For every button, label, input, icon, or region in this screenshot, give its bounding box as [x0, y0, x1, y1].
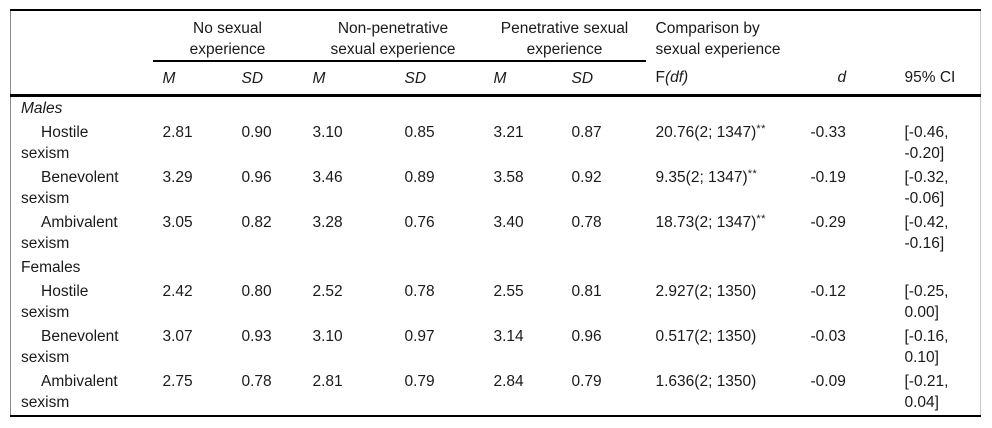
header-sd-3: SD [561, 61, 646, 97]
cell-f-statistic: 20.76(2; 1347)** [655, 123, 766, 142]
group-header-row: No sexual experience Non-penetrative sex… [11, 10, 981, 62]
cell-sd: 0.90 [241, 124, 272, 141]
section-label: Females [21, 259, 81, 276]
f-label: F [655, 69, 665, 86]
cell-sd: 0.78 [241, 373, 272, 390]
header-confidence-interval: 95% CI [894, 61, 981, 97]
group-header-no-sexual-experience: No sexual experience [152, 10, 303, 62]
cell-sd: 0.80 [241, 283, 272, 300]
cell-sd: 0.93 [241, 328, 272, 345]
header-sd-1: SD [231, 61, 303, 97]
group-label: Penetrative sexual experience [500, 20, 629, 58]
row-label: Benevolent sexism [21, 328, 119, 366]
significance-asterisks: ** [747, 168, 758, 180]
row-label: Benevolent sexism [21, 169, 119, 207]
cell-confidence-interval: [-0.21, 0.04] [904, 373, 949, 411]
section-label: Males [21, 100, 63, 117]
cell-mean: 3.46 [312, 169, 343, 186]
cell-confidence-interval: [-0.42, -0.16] [904, 214, 949, 252]
cell-mean: 2.75 [162, 373, 193, 390]
section-row-females: Females [11, 256, 981, 280]
cell-confidence-interval: [-0.32, -0.06] [904, 169, 949, 207]
significance-asterisks: ** [756, 213, 766, 225]
cell-sd: 0.87 [571, 124, 602, 141]
cell-mean: 3.14 [493, 328, 524, 345]
cell-mean: 3.10 [312, 124, 343, 141]
row-males-hostile-sexism: Hostile sexism 2.81 0.90 3.10 0.85 3.21 0… [11, 121, 981, 166]
row-males-benevolent-sexism: Benevolent sexism 3.29 0.96 3.46 0.89 3.5… [11, 166, 981, 211]
cell-mean: 3.58 [493, 169, 524, 186]
row-label: Hostile sexism [21, 283, 89, 321]
page: No sexual experience Non-penetrative sex… [10, 9, 981, 417]
empty-header-cell [10, 61, 153, 97]
cell-cohens-d: -0.33 [810, 124, 846, 141]
header-sd-2: SD [394, 61, 484, 97]
cell-sd: 0.76 [404, 214, 435, 231]
group-header-penetrative: Penetrative sexual experience [483, 10, 646, 62]
cell-mean: 3.40 [493, 214, 524, 231]
cell-cohens-d: -0.09 [810, 373, 846, 390]
cell-f-statistic: 0.517(2; 1350) [655, 328, 757, 345]
row-males-ambivalent-sexism: Ambivalent sexism 3.05 0.82 3.28 0.76 3.4… [11, 211, 981, 256]
cell-sd: 0.78 [404, 283, 435, 300]
cell-cohens-d: -0.03 [810, 328, 846, 345]
row-label: Hostile sexism [21, 124, 89, 162]
cell-f-statistic: 1.636(2; 1350) [655, 373, 757, 390]
cell-sd: 0.85 [404, 124, 435, 141]
cell-sd: 0.97 [404, 328, 435, 345]
cell-confidence-interval: [-0.16, 0.10] [904, 328, 949, 366]
header-mean-1: M [152, 61, 232, 97]
cell-sd: 0.81 [571, 283, 602, 300]
cell-mean: 3.05 [162, 214, 193, 231]
empty-corner-cell [11, 10, 153, 61]
cell-mean: 3.29 [162, 169, 193, 186]
cell-mean: 3.28 [312, 214, 343, 231]
cell-cohens-d: -0.29 [810, 214, 846, 231]
cell-mean: 2.52 [312, 283, 343, 300]
sexism-by-sexual-experience-table: No sexual experience Non-penetrative sex… [10, 9, 981, 417]
cell-f-statistic: 18.73(2; 1347)** [655, 213, 766, 232]
cell-sd: 0.78 [571, 214, 602, 231]
group-label: Comparison by sexual experience [655, 20, 781, 58]
cell-sd: 0.92 [571, 169, 602, 186]
cell-f-statistic: 2.927(2; 1350) [655, 283, 757, 300]
cell-sd: 0.79 [404, 373, 435, 390]
header-mean-3: M [483, 61, 562, 97]
significance-asterisks: ** [756, 123, 766, 135]
cell-confidence-interval: [-0.25, 0.00] [904, 283, 949, 321]
cell-mean: 3.10 [312, 328, 343, 345]
df-label: (df) [664, 69, 689, 86]
cell-mean: 3.21 [493, 124, 524, 141]
header-cohens-d: d [800, 61, 895, 97]
cell-sd: 0.96 [571, 328, 602, 345]
header-f-statistic: F(df) [645, 61, 801, 97]
cell-mean: 2.81 [162, 124, 193, 141]
cell-cohens-d: -0.12 [810, 283, 846, 300]
cell-sd: 0.89 [404, 169, 435, 186]
cell-sd: 0.79 [571, 373, 602, 390]
row-females-hostile-sexism: Hostile sexism 2.42 0.80 2.52 0.78 2.55 0… [11, 280, 981, 325]
row-label: Ambivalent sexism [21, 373, 118, 411]
cell-mean: 2.81 [312, 373, 343, 390]
cell-sd: 0.96 [241, 169, 272, 186]
cell-mean: 2.55 [493, 283, 524, 300]
cell-mean: 2.42 [162, 283, 193, 300]
cell-cohens-d: -0.19 [810, 169, 846, 186]
header-mean-2: M [302, 61, 395, 97]
group-label: Non-penetrative sexual experience [330, 20, 456, 58]
stat-header-row: M SD M SD M SD F(df) d 95% CI [10, 61, 981, 97]
row-label: Ambivalent sexism [21, 214, 118, 252]
row-females-ambivalent-sexism: Ambivalent sexism 2.75 0.78 2.81 0.79 2.8… [11, 370, 981, 416]
cell-sd: 0.82 [241, 214, 272, 231]
cell-mean: 3.07 [162, 328, 193, 345]
cell-confidence-interval: [-0.46, -0.20] [904, 124, 949, 162]
group-header-non-penetrative: Non-penetrative sexual experience [302, 10, 484, 62]
row-females-benevolent-sexism: Benevolent sexism 3.07 0.93 3.10 0.97 3.1… [11, 325, 981, 370]
section-row-males: Males [11, 96, 981, 122]
cell-mean: 2.84 [493, 373, 524, 390]
group-header-comparison: Comparison by sexual experience [646, 10, 981, 61]
cell-f-statistic: 9.35(2; 1347)** [655, 168, 758, 187]
group-label: No sexual experience [189, 20, 266, 58]
